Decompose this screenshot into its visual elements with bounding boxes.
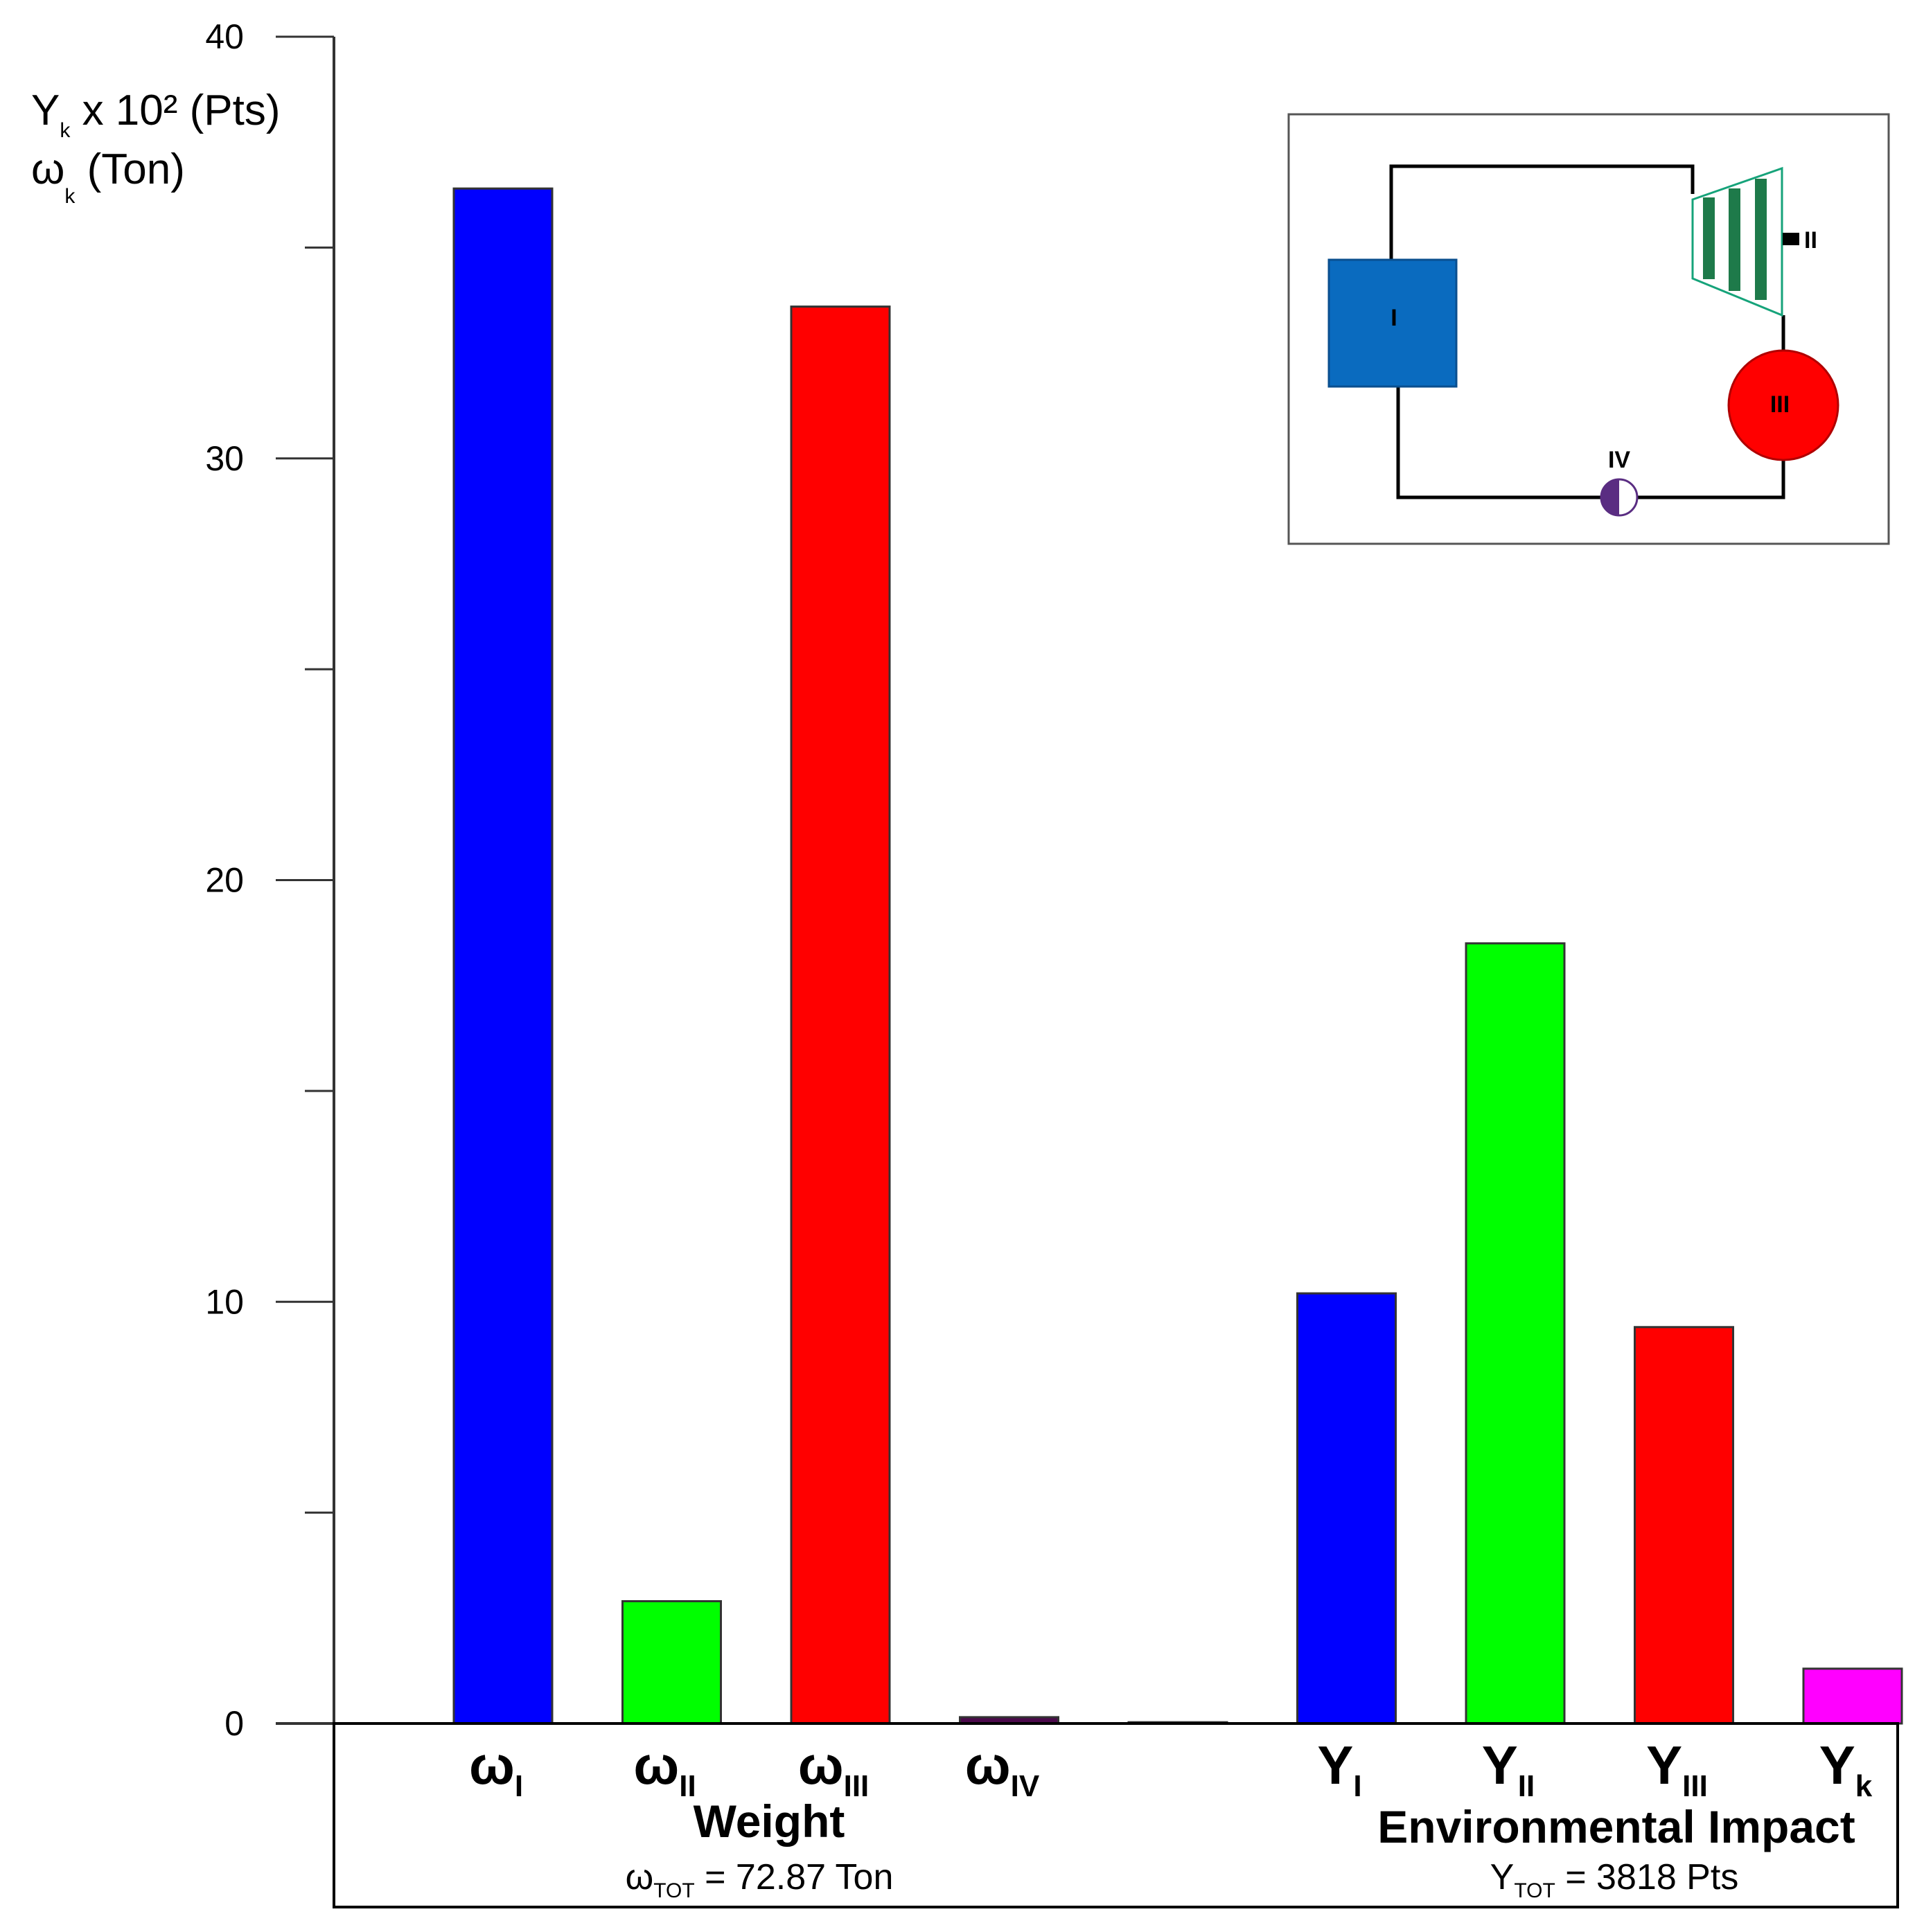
- y-tick-label: 30: [205, 439, 244, 478]
- component-iii-circle: [1727, 349, 1839, 461]
- env-total-main: Y: [1490, 1857, 1515, 1897]
- group-title-environmental-impact: Environmental Impact: [1377, 1801, 1855, 1852]
- category-label-sub: II: [1518, 1769, 1535, 1803]
- group-title-weight: Weight: [694, 1796, 845, 1847]
- component-iii-label: III: [1770, 391, 1790, 418]
- turbine-stripe: [1703, 197, 1715, 279]
- weight-total-rest: = 72.87 Ton: [695, 1857, 894, 1897]
- component-i-label: I: [1391, 305, 1397, 331]
- y-label-line2-rest: (Ton): [75, 145, 184, 193]
- category-label-main: Y: [1482, 1735, 1518, 1796]
- category-label-w1: ωI: [469, 1735, 523, 1803]
- category-label-sub: I: [1353, 1769, 1361, 1803]
- y-label-line2-main: ω: [31, 145, 64, 193]
- shaft-marker-icon: [1783, 233, 1799, 245]
- category-label-sub: III: [844, 1769, 870, 1803]
- env-total-sub: TOT: [1514, 1879, 1555, 1902]
- category-label-w2: ωII: [633, 1735, 696, 1803]
- weight-total-main: ω: [626, 1857, 654, 1897]
- category-label-y1: YI: [1317, 1735, 1361, 1803]
- category-labels: ωI ωII ωIII ωIV YI YII YIII Yk: [469, 1735, 1873, 1803]
- category-label-sub: I: [515, 1769, 523, 1803]
- bar-y2: [1465, 942, 1566, 1725]
- inset-cycle-diagram: I II III IV: [1287, 113, 1890, 545]
- svg-text:ωk (Ton): ωk (Ton): [31, 145, 185, 208]
- env-total-rest: = 3818 Pts: [1555, 1857, 1739, 1897]
- bar-y1: [1296, 1292, 1397, 1725]
- y-tick-label: 20: [205, 861, 244, 900]
- turbine-stripe: [1755, 179, 1767, 300]
- category-label-main: ω: [469, 1735, 515, 1796]
- y-label-line1-main: Y: [31, 87, 60, 134]
- component-ii-label: II: [1804, 227, 1817, 254]
- category-label-sub: III: [1682, 1769, 1708, 1803]
- category-label-main: Y: [1646, 1735, 1682, 1796]
- pipe-top: [1389, 164, 1695, 260]
- bar-w1: [452, 187, 554, 1725]
- category-label-sub: k: [1855, 1769, 1873, 1803]
- category-label-main: ω: [965, 1735, 1011, 1796]
- y-tick-label: 10: [205, 1282, 244, 1321]
- category-label-y2: YII: [1482, 1735, 1535, 1803]
- category-label-sub: IV: [1011, 1769, 1040, 1803]
- component-iv-label: IV: [1608, 447, 1630, 473]
- y-axis-label: Yk x 10² (Pts) ωk (Ton): [31, 87, 281, 208]
- y-label-line1-sub: k: [60, 119, 71, 142]
- svg-text:Yk x 10² (Pts): Yk x 10² (Pts): [31, 87, 281, 142]
- group-total-weight: ωTOT = 72.87 Ton: [626, 1857, 894, 1902]
- bar-yk: [1802, 1667, 1903, 1725]
- category-label-main: ω: [633, 1735, 679, 1796]
- category-label-w4: ωIV: [965, 1735, 1040, 1803]
- y-tick-label: 40: [205, 17, 244, 56]
- category-label-main: Y: [1317, 1735, 1353, 1796]
- category-label-y3: YIII: [1646, 1735, 1708, 1803]
- group-total-environmental-impact: YTOT = 3818 Pts: [1490, 1857, 1739, 1902]
- bar-w2: [621, 1599, 722, 1725]
- category-label-yk: Yk: [1819, 1735, 1873, 1803]
- pipe-bottom: [1396, 387, 1785, 499]
- category-label-main: ω: [798, 1735, 844, 1796]
- category-label-w3: ωIII: [798, 1735, 870, 1803]
- y-label-line2-sub: k: [64, 185, 76, 208]
- turbine-stripe: [1729, 188, 1740, 291]
- y-label-line1-rest: x 10² (Pts): [70, 87, 280, 134]
- category-label-box: [333, 1722, 1899, 1908]
- bar-y3: [1634, 1326, 1734, 1725]
- bar-w3: [790, 305, 891, 1725]
- component-i-box: [1327, 258, 1458, 388]
- weight-total-sub: TOT: [653, 1879, 694, 1902]
- component-iv-pump-fill: [1601, 479, 1619, 515]
- y-tick-label: 0: [224, 1704, 244, 1743]
- category-label-main: Y: [1819, 1735, 1855, 1796]
- category-label-sub: II: [679, 1769, 696, 1803]
